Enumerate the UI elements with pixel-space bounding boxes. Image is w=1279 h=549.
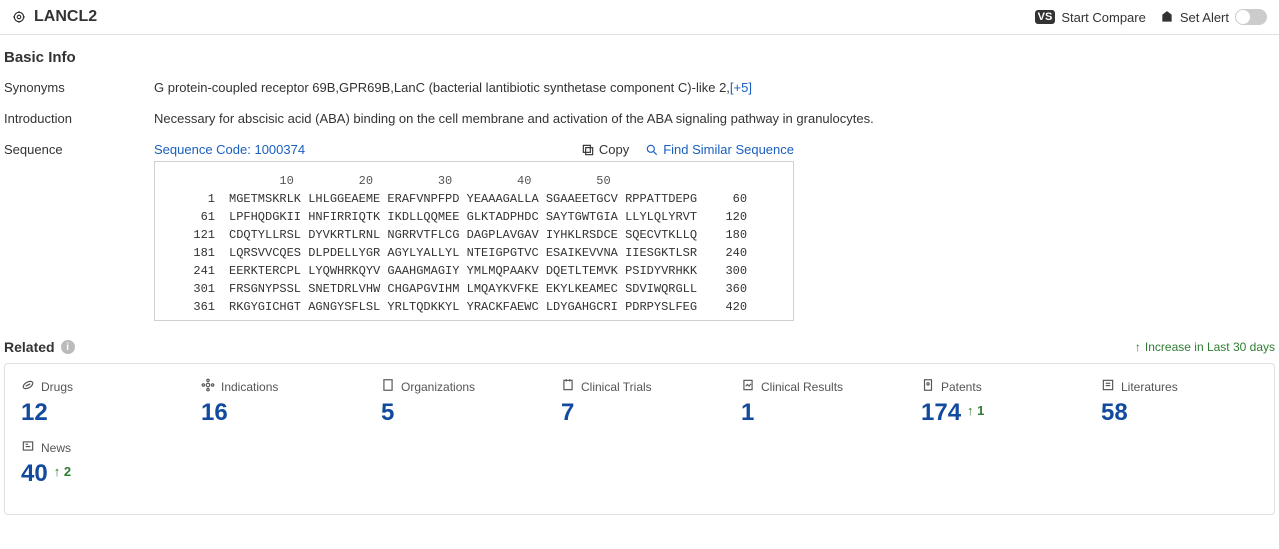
card-label: Indications	[221, 380, 278, 394]
alert-icon	[1160, 10, 1174, 24]
increase-legend-label: Increase in Last 30 days	[1145, 340, 1275, 354]
sequence-line: 61LPFHQDGKII HNFIRRIQTK IKDLLQQMEE GLKTA…	[169, 208, 779, 226]
copy-button[interactable]: Copy	[581, 142, 629, 157]
card-value: 12	[21, 399, 48, 427]
card-icon	[1101, 378, 1115, 395]
copy-icon	[581, 143, 595, 157]
card-icon	[21, 378, 35, 395]
card-value: 58	[1101, 399, 1128, 427]
related-card[interactable]: Literatures 58	[1085, 378, 1265, 427]
sequence-line: 1MGETMSKRLK LHLGGEAEME ERAFVNPFPD YEAAAG…	[169, 190, 779, 208]
set-alert-button[interactable]: Set Alert	[1160, 9, 1267, 25]
vs-icon: VS	[1035, 10, 1056, 24]
copy-label: Copy	[599, 142, 629, 157]
related-card[interactable]: Indications 16	[185, 378, 365, 427]
related-card[interactable]: Organizations 5	[365, 378, 545, 427]
card-icon	[201, 378, 215, 395]
card-value: 16	[201, 399, 228, 427]
start-compare-button[interactable]: VS Start Compare	[1035, 10, 1146, 25]
card-label: News	[41, 441, 71, 455]
sequence-line: 121CDQTYLLRSL DYVKRTLRNL NGRRVTFLCG DAGP…	[169, 226, 779, 244]
sequence-line: 361RKGYGICHGT AGNGYSFLSL YRLTQDKKYL YRAC…	[169, 298, 779, 316]
card-label: Clinical Trials	[581, 380, 652, 394]
related-card[interactable]: Clinical Trials 7	[545, 378, 725, 427]
card-label: Patents	[941, 380, 982, 394]
set-alert-label: Set Alert	[1180, 10, 1229, 25]
card-label: Drugs	[41, 380, 73, 394]
card-value: 174	[921, 399, 961, 427]
synonyms-more-link[interactable]: [+5]	[730, 80, 752, 95]
alert-toggle[interactable]	[1235, 9, 1267, 25]
introduction-value: Necessary for abscisic acid (ABA) bindin…	[154, 111, 1275, 126]
card-value: 7	[561, 399, 574, 427]
sequence-line: 241EERKTERCPL LYQWHRKQYV GAAHGMAGIY YMLM…	[169, 262, 779, 280]
basic-info-section: Basic Info Synonyms G protein-coupled re…	[0, 35, 1279, 321]
related-card[interactable]: Drugs 12	[5, 378, 185, 427]
find-icon	[645, 143, 659, 157]
sequence-line: 301FRSGNYPSSL SNETDRLVHW CHGAPGVIHM LMQA…	[169, 280, 779, 298]
sequence-viewer[interactable]: 10 20 30 40 50 1MGETMSKRLK LHLGGEAEME ER…	[154, 161, 794, 321]
card-icon	[741, 378, 755, 395]
related-cards: Drugs 12 Indications 16 Organizations 5 Clinic…	[4, 363, 1275, 515]
related-card[interactable]: Clinical Results 1	[725, 378, 905, 427]
basic-info-title: Basic Info	[4, 49, 1275, 66]
start-compare-label: Start Compare	[1061, 10, 1146, 25]
target-icon	[12, 10, 26, 24]
synonyms-text: G protein-coupled receptor 69B,GPR69B,La…	[154, 80, 730, 95]
related-card[interactable]: Patents174↑ 1	[905, 378, 1085, 427]
sequence-label: Sequence	[4, 142, 154, 321]
sequence-line: 181LQRSVVCQES DLPDELLYGR AGYLYALLYL NTEI…	[169, 244, 779, 262]
find-similar-button[interactable]: Find Similar Sequence	[645, 142, 794, 157]
card-icon	[921, 378, 935, 395]
introduction-label: Introduction	[4, 111, 154, 126]
card-icon	[381, 378, 395, 395]
info-icon[interactable]: i	[61, 340, 75, 354]
related-card[interactable]: News40↑ 2	[5, 439, 185, 488]
card-label: Clinical Results	[761, 380, 843, 394]
up-arrow-icon: ↑	[1135, 340, 1141, 354]
card-value: 5	[381, 399, 394, 427]
card-value: 40	[21, 460, 48, 488]
card-label: Literatures	[1121, 380, 1178, 394]
sequence-code-link[interactable]: Sequence Code: 1000374	[154, 142, 305, 157]
card-label: Organizations	[401, 380, 475, 394]
increase-legend: ↑ Increase in Last 30 days	[1135, 340, 1275, 354]
page-title: LANCL2	[34, 8, 97, 26]
card-value: 1	[741, 399, 754, 427]
synonyms-label: Synonyms	[4, 80, 154, 95]
card-icon	[561, 378, 575, 395]
synonyms-value: G protein-coupled receptor 69B,GPR69B,La…	[154, 80, 1275, 95]
page-header: LANCL2 VS Start Compare Set Alert	[0, 0, 1279, 35]
find-label: Find Similar Sequence	[663, 142, 794, 157]
related-title: Related	[4, 339, 55, 355]
sequence-ruler: 10 20 30 40 50	[229, 172, 779, 190]
card-icon	[21, 439, 35, 456]
